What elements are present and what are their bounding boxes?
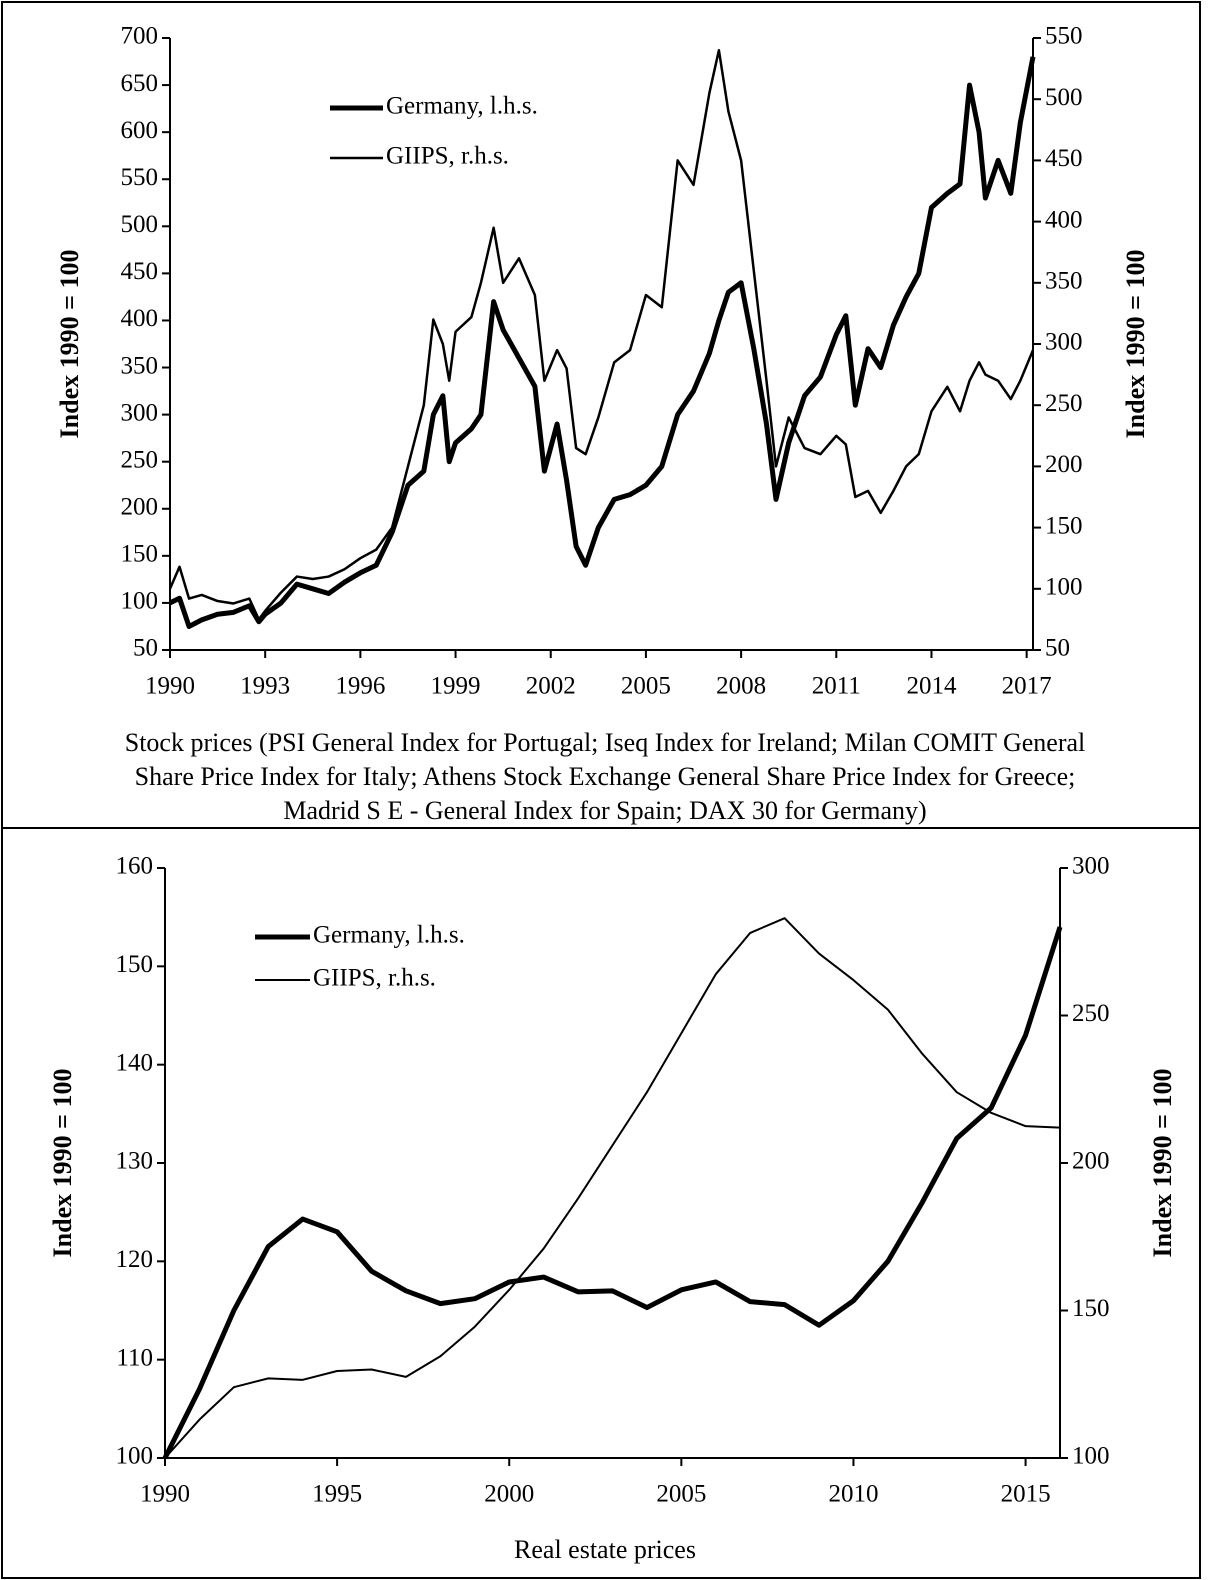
x-tick-label: 2015 [1001, 1481, 1051, 1508]
x-tick-label: 2002 [526, 673, 576, 700]
y2-tick-label: 200 [1072, 1148, 1110, 1175]
x-tick-label: 1995 [312, 1481, 362, 1508]
y2-tick-label: 250 [1045, 390, 1083, 417]
y2-tick-label: 250 [1072, 1000, 1110, 1027]
y-tick-label: 650 [121, 70, 159, 97]
y2-tick-label: 100 [1045, 574, 1083, 601]
y-tick-label: 150 [116, 951, 154, 978]
x-tick-label: 1996 [335, 673, 385, 700]
x-tick-label: 1990 [145, 673, 195, 700]
y-tick-label: 500 [121, 211, 159, 238]
y-axis-title: Index 1990 = 100 [55, 250, 84, 439]
y-tick-label: 400 [121, 305, 159, 332]
x-tick-label: 2008 [716, 673, 766, 700]
y-tick-label: 110 [116, 1344, 153, 1371]
y2-tick-label: 300 [1045, 329, 1083, 356]
y-tick-label: 600 [121, 117, 159, 144]
caption: Madrid S E - General Index for Spain; DA… [283, 796, 926, 825]
y2-tick-label: 550 [1045, 23, 1083, 50]
y2-tick-label: 300 [1072, 853, 1110, 880]
caption: Stock prices (PSI General Index for Port… [125, 728, 1086, 757]
y-tick-label: 160 [116, 853, 154, 880]
y-tick-label: 150 [121, 541, 159, 568]
y2-axis-title: Index 1990 = 100 [1121, 250, 1150, 439]
x-tick-label: 2000 [484, 1481, 534, 1508]
y2-axis-title: Index 1990 = 100 [1148, 1069, 1177, 1258]
y2-tick-label: 50 [1045, 635, 1070, 662]
y2-tick-label: 350 [1045, 268, 1083, 295]
y2-tick-label: 150 [1045, 512, 1083, 539]
x-tick-label: 1999 [431, 673, 481, 700]
caption: Share Price Index for Italy; Athens Stoc… [135, 762, 1076, 791]
y-tick-label: 100 [116, 1443, 154, 1470]
y2-tick-label: 100 [1072, 1443, 1110, 1470]
y-tick-label: 450 [121, 258, 159, 285]
y-axis-title: Index 1990 = 100 [48, 1069, 77, 1258]
y-tick-label: 350 [121, 352, 159, 379]
series-line [168, 48, 1035, 621]
y2-tick-label: 400 [1045, 206, 1083, 233]
y-tick-label: 700 [121, 23, 159, 50]
x-tick-label: 2014 [906, 673, 957, 700]
x-tick-label: 2005 [621, 673, 671, 700]
y-tick-label: 130 [116, 1148, 154, 1175]
y2-tick-label: 150 [1072, 1295, 1110, 1322]
legend-label: GIIPS, r.h.s. [313, 965, 436, 992]
y-tick-label: 550 [121, 164, 159, 191]
x-tick-label: 2011 [812, 673, 861, 700]
y-tick-label: 140 [116, 1049, 154, 1076]
x-tick-label: 1990 [140, 1481, 190, 1508]
series-line [168, 56, 1036, 629]
y2-tick-label: 500 [1045, 84, 1083, 111]
y-tick-label: 300 [121, 399, 159, 426]
legend-label: Germany, l.h.s. [386, 93, 538, 120]
y2-tick-label: 450 [1045, 145, 1083, 172]
y-tick-label: 200 [121, 494, 159, 521]
series-line [162, 926, 1063, 1460]
series-line [164, 917, 1061, 1459]
y-tick-label: 120 [116, 1246, 154, 1273]
x-tick-label: 1993 [240, 673, 290, 700]
y-tick-label: 100 [121, 588, 159, 615]
x-tick-label: 2017 [1002, 673, 1052, 700]
y2-tick-label: 200 [1045, 451, 1083, 478]
y-tick-label: 250 [121, 446, 159, 473]
x-tick-label: 2005 [656, 1481, 706, 1508]
legend-label: Germany, l.h.s. [313, 922, 465, 949]
y-tick-label: 50 [133, 635, 158, 662]
x-tick-label: 2010 [828, 1481, 878, 1508]
caption: Real estate prices [514, 1535, 696, 1564]
legend-label: GIIPS, r.h.s. [386, 143, 509, 170]
